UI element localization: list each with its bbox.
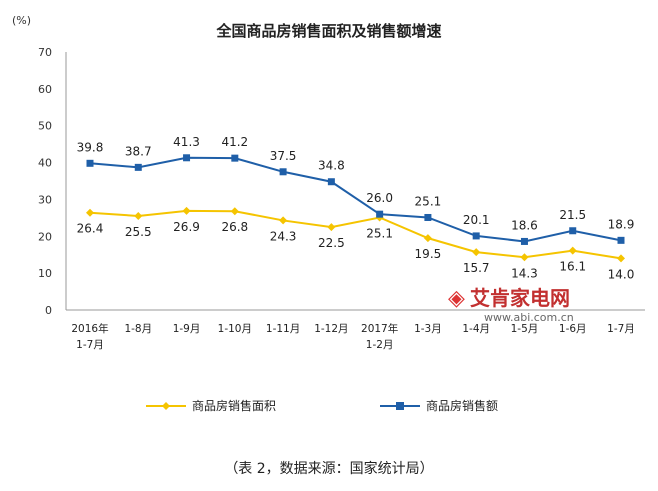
legend-item-amount: 商品房销售额 bbox=[380, 397, 498, 414]
y-tick-label: 70 bbox=[38, 46, 52, 59]
data-point bbox=[472, 248, 481, 257]
x-tick-label: 1-12月 bbox=[314, 323, 348, 335]
data-label: 41.2 bbox=[221, 135, 248, 149]
x-tick-label: 1-7月 bbox=[607, 323, 635, 335]
y-tick-label: 50 bbox=[38, 120, 52, 133]
data-point bbox=[134, 163, 142, 171]
data-label: 22.5 bbox=[318, 236, 345, 250]
data-label: 26.9 bbox=[173, 220, 200, 234]
chart-title: 全国商品房销售面积及销售额增速 bbox=[216, 22, 442, 40]
data-point bbox=[569, 227, 577, 235]
data-label: 14.3 bbox=[511, 266, 538, 280]
data-point bbox=[423, 234, 432, 243]
data-point bbox=[472, 232, 480, 240]
data-label: 18.6 bbox=[511, 218, 538, 232]
data-label: 20.1 bbox=[463, 213, 490, 227]
data-label: 41.3 bbox=[173, 135, 200, 149]
data-label: 24.3 bbox=[270, 229, 297, 243]
data-point bbox=[376, 210, 384, 218]
legend-label: 商品房销售面积 bbox=[192, 399, 277, 413]
data-label: 14.0 bbox=[608, 267, 635, 281]
x-tick-label: 1-8月 bbox=[124, 323, 152, 335]
data-label: 34.8 bbox=[318, 159, 345, 173]
x-tick-label: 1-7月 bbox=[76, 339, 104, 351]
data-point bbox=[279, 168, 287, 176]
x-tick-label: 1-5月 bbox=[511, 323, 539, 335]
data-label: 38.7 bbox=[125, 144, 152, 158]
x-tick-label: 1-4月 bbox=[462, 323, 490, 335]
y-axis-unit: (%) bbox=[12, 14, 32, 27]
watermark-logo-icon: ◈ bbox=[448, 286, 465, 311]
data-point bbox=[520, 253, 529, 262]
y-tick-label: 0 bbox=[45, 304, 52, 317]
data-point bbox=[134, 212, 143, 221]
plot-area: 0 10 20 30 40 50 60 70 2016年 1-7月 1-8月 1-9月 1-10月 1-1… bbox=[38, 46, 645, 351]
y-tick-label: 60 bbox=[38, 83, 52, 96]
data-point bbox=[86, 208, 94, 217]
data-label: 15.7 bbox=[463, 261, 490, 275]
data-label: 18.9 bbox=[608, 217, 635, 231]
y-tick-label: 20 bbox=[38, 230, 52, 243]
watermark-name: 艾肯家电网 bbox=[470, 286, 571, 310]
data-label: 25.1 bbox=[366, 226, 393, 240]
x-tick-label: 1-9月 bbox=[173, 323, 201, 335]
x-tick-label: 1-10月 bbox=[218, 323, 252, 335]
x-tick-label: 1-2月 bbox=[366, 339, 394, 351]
data-point bbox=[617, 254, 625, 263]
x-tick-label: 2017年 bbox=[361, 322, 398, 335]
data-point bbox=[327, 178, 335, 186]
data-label: 26.0 bbox=[366, 191, 393, 205]
data-point bbox=[86, 159, 94, 167]
data-label: 16.1 bbox=[559, 260, 586, 274]
data-point bbox=[231, 154, 239, 162]
series-line-0 bbox=[89, 209, 622, 260]
data-point bbox=[279, 216, 288, 225]
x-tick-label: 1-3月 bbox=[414, 323, 442, 335]
data-label: 37.5 bbox=[270, 149, 297, 163]
data-label: 25.5 bbox=[125, 225, 152, 239]
y-tick-label: 10 bbox=[38, 267, 52, 280]
x-tick-label: 2016年 bbox=[71, 322, 108, 335]
data-point bbox=[182, 206, 191, 215]
data-point bbox=[617, 236, 625, 244]
watermark: ◈ 艾肯家电网 www.abi.com.cn bbox=[448, 282, 574, 324]
legend-label: 商品房销售额 bbox=[426, 399, 499, 413]
data-point bbox=[230, 207, 239, 216]
watermark-url: www.abi.com.cn bbox=[484, 311, 574, 324]
series-line-1 bbox=[89, 156, 622, 243]
data-point bbox=[520, 237, 528, 245]
data-label: 39.8 bbox=[77, 140, 104, 154]
data-label: 19.5 bbox=[415, 247, 442, 261]
legend-item-area: 商品房销售面积 bbox=[146, 397, 276, 414]
legend-marker-diamond-icon bbox=[146, 401, 186, 410]
x-tick-label: 1-6月 bbox=[559, 323, 587, 335]
y-tick-label: 40 bbox=[38, 157, 52, 170]
data-label: 21.5 bbox=[559, 208, 586, 222]
data-point bbox=[568, 246, 577, 255]
data-label: 25.1 bbox=[415, 194, 442, 208]
legend-marker-square-icon bbox=[380, 401, 420, 410]
data-point bbox=[183, 154, 191, 162]
data-label: 26.8 bbox=[221, 220, 248, 234]
x-tick-label: 1-11月 bbox=[266, 323, 300, 335]
data-label: 26.4 bbox=[77, 222, 104, 236]
y-tick-label: 30 bbox=[38, 193, 52, 206]
data-point bbox=[327, 223, 336, 232]
data-point bbox=[424, 213, 432, 221]
caption: （表 2，数据来源：国家统计局） bbox=[224, 461, 434, 477]
